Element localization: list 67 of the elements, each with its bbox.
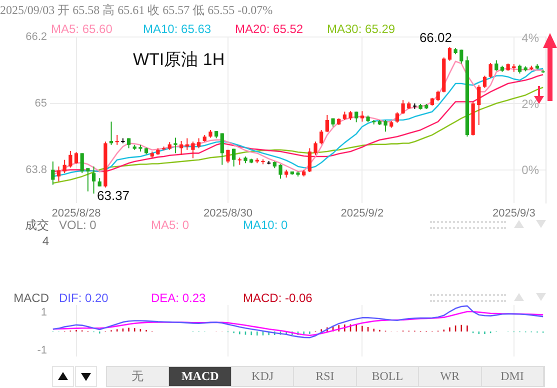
x-tick-label: 2025/9/3 (492, 208, 536, 220)
series-label: DIF: 0.20 (59, 291, 110, 305)
x-tick-label: 2025/8/28 (52, 208, 101, 220)
y-tick-label: 66.2 (26, 31, 47, 44)
candlestick (314, 141, 318, 156)
y-tick-label: 65 (34, 97, 47, 110)
text: WR (419, 367, 482, 386)
candlestick (220, 132, 224, 166)
text: MACD: -0.06 (243, 291, 314, 305)
candlestick (320, 129, 324, 145)
text: MACD (169, 367, 232, 386)
candlestick (232, 148, 236, 167)
y-tick-label: -1 (37, 344, 47, 357)
y2-tick-label: 4% (522, 30, 540, 45)
y2-tick-label: 2% (522, 96, 540, 111)
candlestick (401, 100, 405, 114)
candlestick (325, 114, 329, 133)
text: 4 (42, 234, 49, 248)
x-tick-label: 2025/8/30 (204, 208, 252, 220)
candlestick (488, 62, 492, 78)
text: MA5: 65.60 (51, 22, 114, 36)
candlestick (494, 60, 498, 72)
text: VOL: 0 (59, 218, 96, 232)
text: MA10: 0 (243, 218, 288, 232)
text: 2025/09/03 开 65.58 高 65.61 收 65.57 低 65.55 -0.07% (0, 3, 273, 17)
candlestick (196, 138, 201, 149)
annotation: WTI原油 1H (133, 50, 225, 70)
candlestick (448, 46, 452, 62)
candlestick (62, 159, 66, 174)
candlestick (482, 75, 487, 88)
candlestick (174, 137, 178, 154)
candlestick (384, 120, 388, 132)
text: MA10: 65.63 (143, 22, 212, 36)
y-tick-label: 1 (40, 306, 47, 319)
text: KDJ (232, 367, 294, 386)
text: MA5: 0 (151, 218, 190, 232)
candlestick (436, 90, 440, 102)
text: MA30: 65.29 (327, 22, 396, 36)
y-axis-title: MACD (14, 291, 49, 305)
candlestick (360, 110, 364, 122)
text: BOLL (356, 367, 420, 386)
candlestick (74, 152, 78, 164)
text: MA20: 65.52 (235, 22, 304, 36)
candlestick (68, 150, 72, 168)
candlestick (460, 49, 464, 64)
candlestick (56, 166, 61, 182)
candlestick (51, 161, 55, 186)
candlestick (191, 141, 195, 159)
candlestick (308, 148, 312, 173)
series-label: DEA: 0.23 (151, 291, 207, 305)
text: 成交 (25, 218, 49, 232)
text: 无 (107, 367, 170, 386)
candlestick (86, 168, 90, 192)
candlestick (395, 112, 400, 124)
candlestick (80, 152, 84, 174)
y-tick-label: 63.8 (26, 164, 47, 176)
x-tick-label: 2025/9/2 (340, 208, 384, 220)
text: DMI (482, 367, 544, 386)
candlestick (92, 166, 96, 194)
annotation: 63.37 (97, 188, 130, 204)
candlestick (278, 164, 282, 180)
y2-tick-label: 0% (522, 162, 540, 177)
text: RSI (294, 367, 357, 386)
candlestick (477, 84, 481, 126)
annotation: 66.02 (419, 30, 452, 46)
candlestick (226, 149, 230, 164)
candlestick (354, 111, 358, 123)
